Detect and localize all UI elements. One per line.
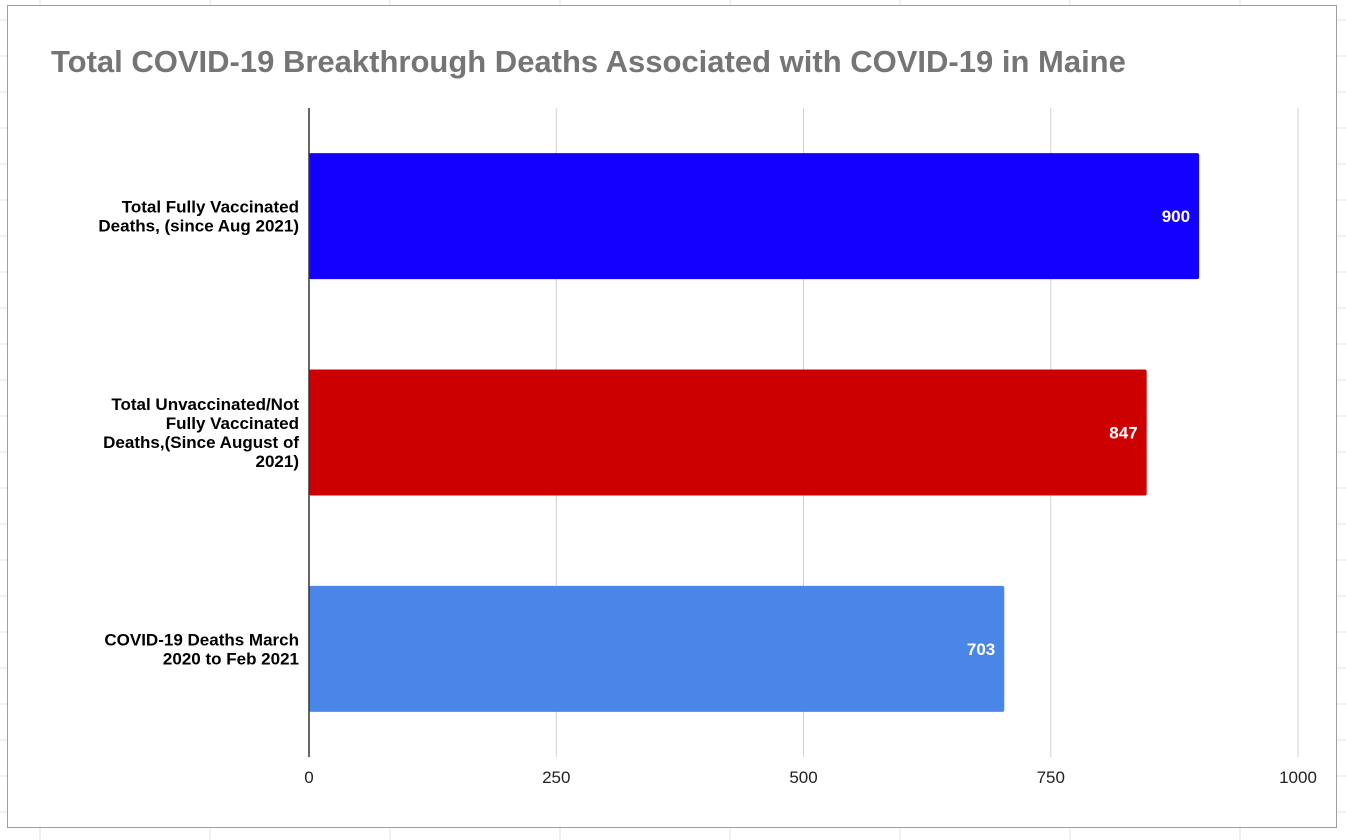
category-label-line: Deaths, (since Aug 2021) — [98, 217, 299, 236]
data-label: 703 — [967, 640, 995, 659]
x-tick-label: 250 — [542, 768, 570, 787]
category-label-line: Deaths,(Since August of — [103, 433, 299, 452]
x-tick-label: 0 — [304, 768, 313, 787]
category-label-line: COVID-19 Deaths March — [104, 630, 299, 649]
data-label: 900 — [1162, 207, 1190, 226]
category-label-line: 2020 to Feb 2021 — [163, 649, 299, 668]
category-label-line: Fully Vaccinated — [166, 414, 299, 433]
category-label-line: 2021) — [256, 452, 299, 471]
category-label: COVID-19 Deaths March 2020 to Feb 2021 — [104, 630, 299, 668]
x-tick-label: 500 — [789, 768, 817, 787]
data-label: 847 — [1109, 424, 1137, 443]
chart-title: Total COVID-19 Breakthrough Deaths Assoc… — [51, 44, 1126, 79]
category-label: Total Unvaccinated/Not Fully Vaccinated De… — [103, 395, 299, 471]
category-label-line: Total Fully Vaccinated — [122, 198, 299, 217]
bar — [309, 369, 1147, 496]
x-tick-label: 1000 — [1279, 768, 1317, 787]
x-tick-label: 750 — [1037, 768, 1065, 787]
category-label: Total Fully Vaccinated Deaths, (since Aug… — [98, 198, 299, 236]
bar — [309, 153, 1200, 280]
category-label-line: Total Unvaccinated/Not — [111, 395, 299, 414]
bar — [309, 585, 1005, 712]
